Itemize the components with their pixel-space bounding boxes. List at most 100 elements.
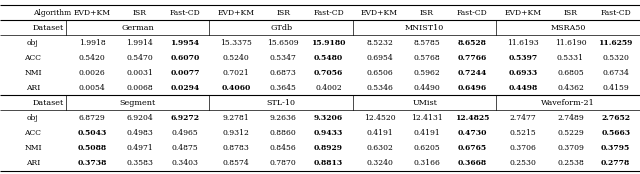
Text: 0.5347: 0.5347 [270, 54, 297, 62]
Text: Fast-CD: Fast-CD [457, 9, 488, 17]
Text: EVD+KM: EVD+KM [218, 9, 254, 17]
Text: 0.8783: 0.8783 [223, 144, 250, 152]
Text: 0.3166: 0.3166 [413, 159, 440, 167]
Text: 0.4191: 0.4191 [366, 129, 393, 137]
Text: 0.3645: 0.3645 [270, 84, 297, 92]
Text: 15.9180: 15.9180 [311, 39, 346, 47]
Text: 0.6765: 0.6765 [458, 144, 486, 152]
Text: NMI: NMI [24, 144, 42, 152]
Text: Fast-CD: Fast-CD [600, 9, 631, 17]
Text: Fast-CD: Fast-CD [170, 9, 200, 17]
Text: 0.6954: 0.6954 [366, 54, 393, 62]
Text: 0.6070: 0.6070 [170, 54, 200, 62]
Text: Dataset: Dataset [33, 24, 64, 32]
Text: Waveform-21: Waveform-21 [541, 99, 595, 107]
Text: 0.5962: 0.5962 [413, 69, 440, 77]
Text: 0.3403: 0.3403 [172, 159, 198, 167]
Text: 0.5331: 0.5331 [557, 54, 584, 62]
Text: 0.8929: 0.8929 [314, 144, 343, 152]
Text: 0.3240: 0.3240 [366, 159, 393, 167]
Text: 0.7021: 0.7021 [223, 69, 249, 77]
Text: 0.4002: 0.4002 [316, 84, 342, 92]
Text: ISR: ISR [276, 9, 291, 17]
Text: EVD+KM: EVD+KM [504, 9, 541, 17]
Text: 0.5470: 0.5470 [127, 54, 153, 62]
Text: ISR: ISR [420, 9, 434, 17]
Text: 2.7489: 2.7489 [557, 114, 584, 122]
Text: 11.6193: 11.6193 [507, 39, 539, 47]
Text: 0.0294: 0.0294 [170, 84, 200, 92]
Text: ARI: ARI [26, 159, 40, 167]
Text: 8.6528: 8.6528 [458, 39, 486, 47]
Text: 0.4730: 0.4730 [458, 129, 487, 137]
Text: 0.4983: 0.4983 [126, 129, 153, 137]
Text: 0.5768: 0.5768 [413, 54, 440, 62]
Text: 0.7870: 0.7870 [270, 159, 297, 167]
Text: 0.6873: 0.6873 [270, 69, 297, 77]
Text: 0.5215: 0.5215 [509, 129, 536, 137]
Text: Fast-CD: Fast-CD [313, 9, 344, 17]
Text: UMist: UMist [412, 99, 437, 107]
Text: 0.6205: 0.6205 [413, 144, 440, 152]
Text: 0.0068: 0.0068 [127, 84, 153, 92]
Text: 0.7056: 0.7056 [314, 69, 343, 77]
Text: 0.7766: 0.7766 [458, 54, 487, 62]
Text: 0.3795: 0.3795 [601, 144, 630, 152]
Text: 0.4191: 0.4191 [413, 129, 440, 137]
Text: 0.4159: 0.4159 [602, 84, 629, 92]
Text: obj: obj [27, 114, 38, 122]
Text: 0.5229: 0.5229 [557, 129, 584, 137]
Text: 0.3738: 0.3738 [77, 159, 107, 167]
Text: ISR: ISR [563, 9, 577, 17]
Text: 9.3206: 9.3206 [314, 114, 343, 122]
Text: ACC: ACC [24, 54, 42, 62]
Text: 0.6496: 0.6496 [458, 84, 486, 92]
Text: 0.2778: 0.2778 [601, 159, 630, 167]
Text: 0.5663: 0.5663 [601, 129, 630, 137]
Text: 6.9204: 6.9204 [127, 114, 153, 122]
Text: MSRA50: MSRA50 [550, 24, 586, 32]
Text: 0.6933: 0.6933 [508, 69, 538, 77]
Text: ARI: ARI [26, 84, 40, 92]
Text: Segment: Segment [120, 99, 156, 107]
Text: 0.7244: 0.7244 [458, 69, 487, 77]
Text: German: German [121, 24, 154, 32]
Text: 2.7652: 2.7652 [601, 114, 630, 122]
Text: Dataset: Dataset [33, 99, 64, 107]
Text: 12.4131: 12.4131 [411, 114, 443, 122]
Text: 0.6302: 0.6302 [366, 144, 393, 152]
Text: 0.0077: 0.0077 [170, 69, 200, 77]
Text: 0.5480: 0.5480 [314, 54, 343, 62]
Text: 8.5785: 8.5785 [413, 39, 440, 47]
Text: 0.5320: 0.5320 [602, 54, 629, 62]
Text: 6.8729: 6.8729 [79, 114, 106, 122]
Text: 1.9954: 1.9954 [170, 39, 200, 47]
Text: obj: obj [27, 39, 38, 47]
Text: 0.9433: 0.9433 [314, 129, 343, 137]
Text: Algorithm: Algorithm [33, 9, 71, 17]
Text: 0.8456: 0.8456 [270, 144, 297, 152]
Text: 0.8574: 0.8574 [223, 159, 249, 167]
Text: 0.2538: 0.2538 [557, 159, 584, 167]
Text: 0.4875: 0.4875 [172, 144, 198, 152]
Text: 0.8813: 0.8813 [314, 159, 343, 167]
Text: 15.6509: 15.6509 [268, 39, 299, 47]
Text: 0.4490: 0.4490 [413, 84, 440, 92]
Text: 0.3709: 0.3709 [557, 144, 584, 152]
Text: 0.6734: 0.6734 [602, 69, 629, 77]
Text: 6.9272: 6.9272 [170, 114, 200, 122]
Text: 0.5088: 0.5088 [78, 144, 107, 152]
Text: 0.4498: 0.4498 [508, 84, 538, 92]
Text: 0.4965: 0.4965 [172, 129, 198, 137]
Text: MNIST10: MNIST10 [405, 24, 444, 32]
Text: 1.9918: 1.9918 [79, 39, 106, 47]
Text: 9.2636: 9.2636 [270, 114, 297, 122]
Text: ACC: ACC [24, 129, 42, 137]
Text: 0.3583: 0.3583 [126, 159, 154, 167]
Text: 9.2781: 9.2781 [223, 114, 249, 122]
Text: 0.0031: 0.0031 [126, 69, 153, 77]
Text: 0.0054: 0.0054 [79, 84, 106, 92]
Text: 8.5232: 8.5232 [366, 39, 393, 47]
Text: EVD+KM: EVD+KM [361, 9, 398, 17]
Text: GTdb: GTdb [270, 24, 292, 32]
